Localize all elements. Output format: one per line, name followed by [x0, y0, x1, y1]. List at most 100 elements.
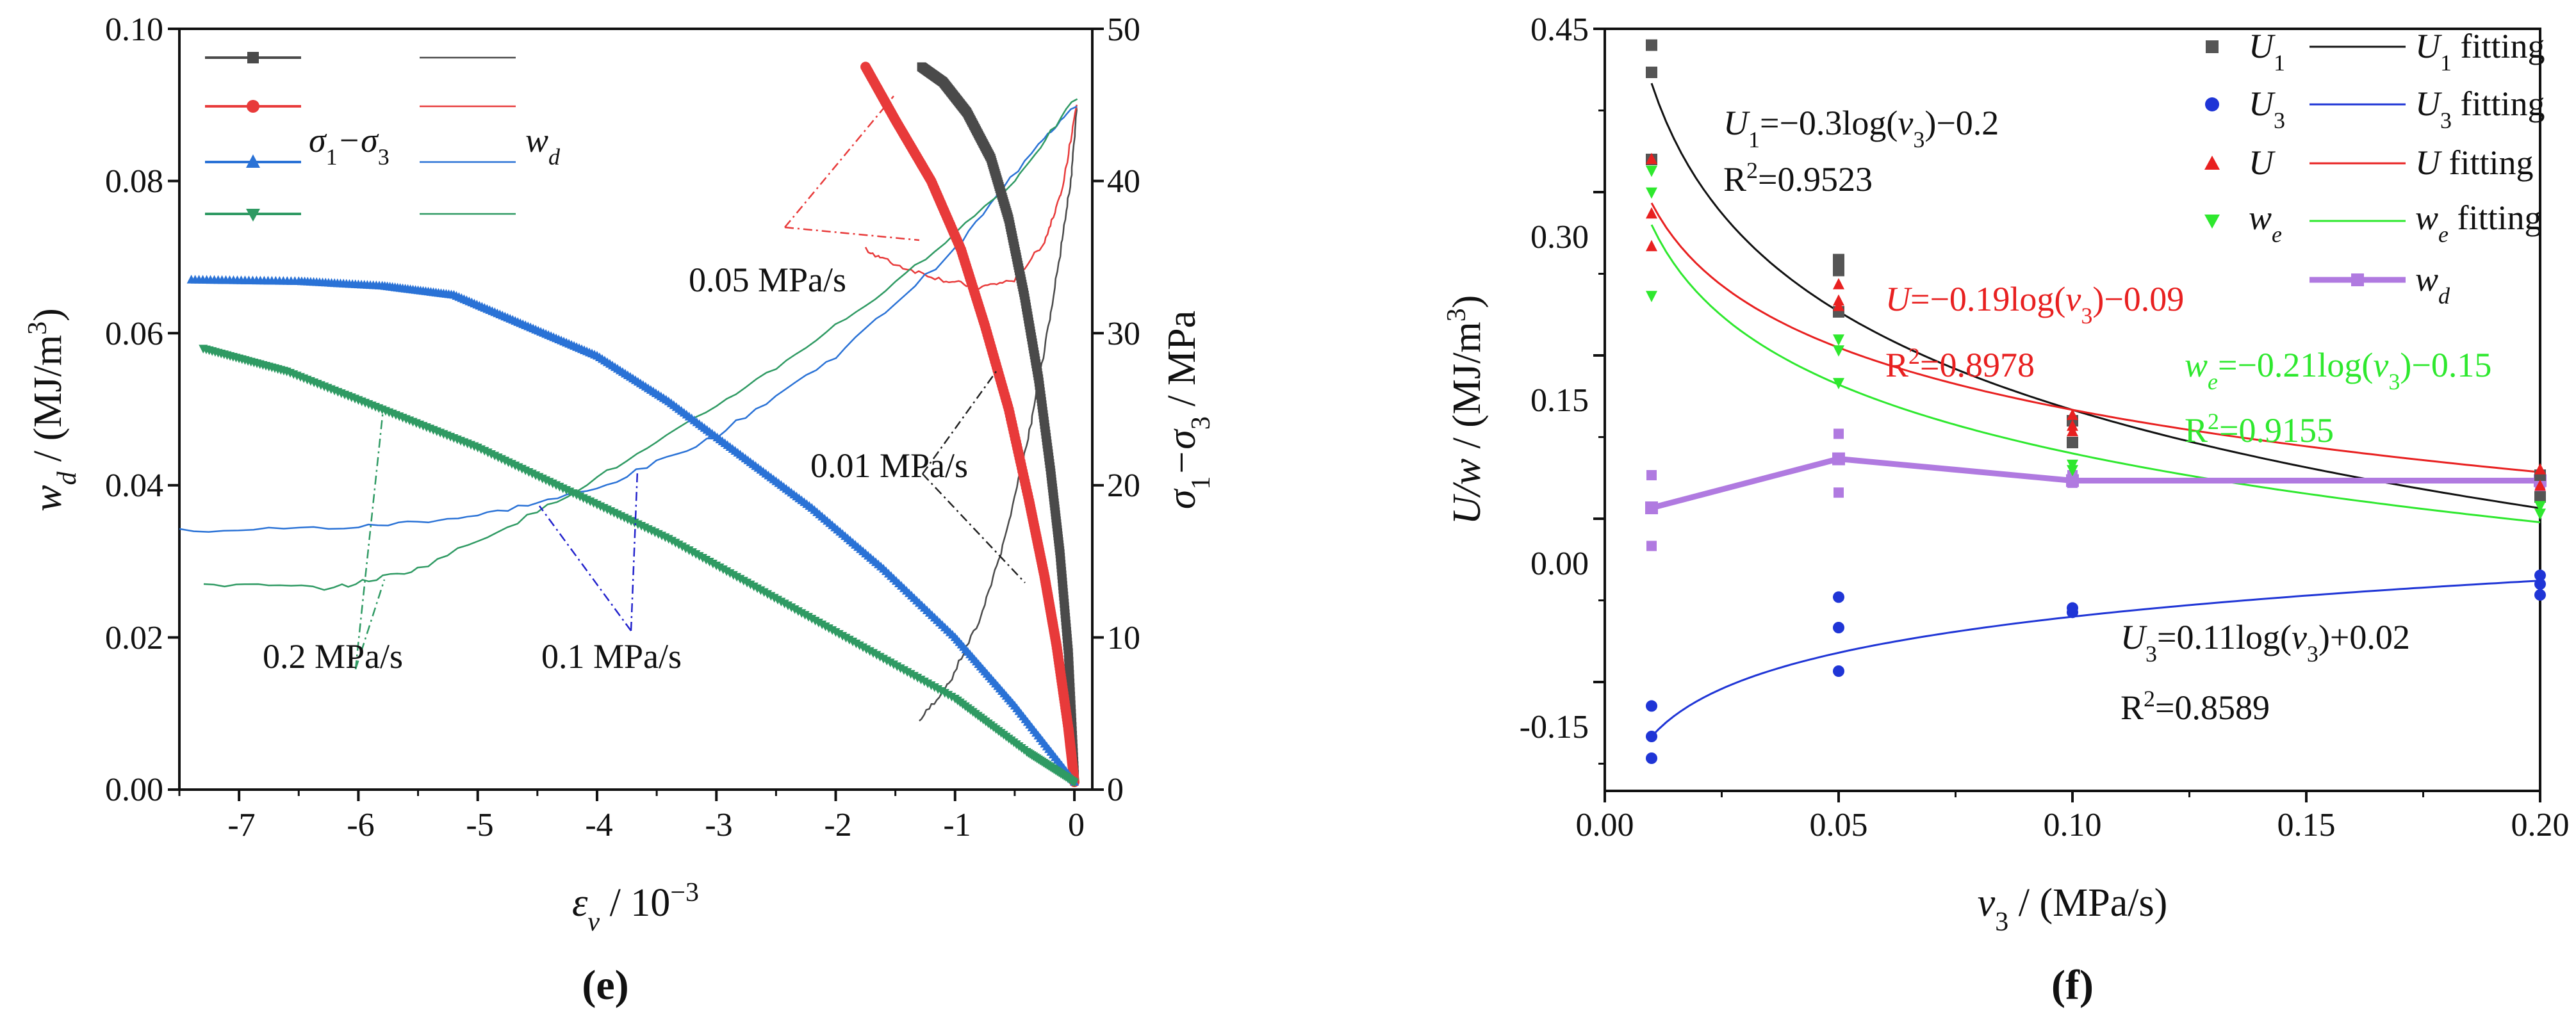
- point-we: [1833, 334, 1844, 346]
- y-tick-label: 0.15: [1530, 382, 1589, 419]
- legend-e-label-stress: σ1−σ3: [309, 121, 390, 170]
- point-we: [1646, 187, 1657, 199]
- legend-e-marker: [246, 154, 260, 168]
- x-tick-label: 0.10: [2044, 807, 2102, 843]
- equation-we: we=−0.21log(v3)−0.15: [2185, 346, 2491, 394]
- point-U: [1646, 152, 1657, 165]
- r2-U3: R2=0.8589: [2121, 686, 2270, 727]
- fit-curve-we: [1650, 224, 2541, 523]
- x-tick-label: 0: [1068, 807, 1085, 843]
- data-layer-f: [1645, 39, 2547, 764]
- x-tick-label: -4: [585, 807, 612, 843]
- legend-f-fit-U3: U3 fitting: [2415, 85, 2545, 133]
- annotation-0.05: 0.05 MPa/s: [689, 261, 846, 299]
- equation-U1: U1=−0.3log(v3)−0.2: [1723, 104, 1999, 152]
- point-U3: [2534, 569, 2546, 581]
- legend-f: U1 U1 fitting U3 U3 fitting U U fitting …: [2204, 27, 2545, 309]
- y-tick-label: -0.15: [1520, 709, 1589, 745]
- y-tick-label: 0.30: [1530, 219, 1589, 256]
- point-U1: [2067, 437, 2078, 448]
- point-we: [1833, 378, 1844, 389]
- wd-mean-point: [1645, 501, 1658, 514]
- wd-curve-0.05: [864, 104, 1078, 290]
- point-U: [2067, 409, 2078, 420]
- point-U: [1646, 207, 1657, 219]
- equation-U: U=−0.19log(v3)−0.09: [1885, 280, 2184, 329]
- r2-we: R2=0.9155: [2185, 409, 2334, 450]
- y-axis-title-f: U/w / (MJ/m3): [1442, 295, 1489, 525]
- point-we: [1646, 291, 1657, 302]
- point-U1: [1646, 67, 1657, 78]
- panel-label-f: (f): [2051, 962, 2094, 1009]
- legend-e: σ1−σ3 wd: [205, 52, 561, 222]
- wd-point: [1646, 470, 1657, 480]
- wd-point: [1834, 428, 1844, 439]
- legend-e-label-wd: wd: [525, 121, 561, 170]
- wd-point: [1834, 487, 1844, 498]
- plot-frame-e: [178, 28, 1094, 791]
- x-tick-label: -3: [705, 807, 732, 843]
- legend-f-marker-U3: [2205, 97, 2219, 111]
- point-U1: [1646, 39, 1657, 51]
- x-tick-label: -5: [466, 807, 493, 843]
- legend-f-marker-we: [2204, 215, 2220, 229]
- point-U3: [2067, 606, 2078, 619]
- point-U: [2534, 479, 2546, 491]
- stress-point-0.2: [1070, 778, 1079, 788]
- point-U1: [1833, 254, 1844, 266]
- y-tick-label: 0.00: [1530, 546, 1589, 582]
- legend-f-label-wd: wd: [2415, 260, 2450, 309]
- point-U3: [2534, 578, 2546, 590]
- x-tick-label: -7: [227, 807, 255, 843]
- y-right-tick-label: 10: [1107, 620, 1140, 656]
- y-left-tick-label: 0.04: [105, 467, 163, 504]
- point-U: [1833, 300, 1844, 311]
- point-U: [2067, 425, 2078, 437]
- point-U3: [1833, 622, 1844, 633]
- y-right-tick-label: 40: [1107, 163, 1140, 200]
- legend-f-marker-U: [2204, 156, 2220, 170]
- y-right-tick-label: 0: [1107, 772, 1124, 808]
- x-tick-label: -6: [347, 807, 374, 843]
- legend-f-fit-U1: U1 fitting: [2415, 27, 2545, 76]
- point-U3: [1646, 700, 1657, 712]
- y-left-tick-label: 0.02: [105, 620, 163, 656]
- y-right-axis-title-e: σ1−σ3 / MPa: [1160, 311, 1216, 509]
- annotation-leaders-e: [354, 95, 1026, 670]
- x-tick-label: 0.15: [2277, 807, 2336, 843]
- legend-e-marker: [247, 52, 259, 63]
- point-U1: [2534, 491, 2546, 503]
- x-axis-title-f: v3 / (MPa/s): [1978, 881, 2168, 937]
- y-right-tick-label: 30: [1107, 316, 1140, 352]
- y-left-tick-label: 0.00: [105, 772, 163, 808]
- point-U: [1646, 240, 1657, 252]
- y-left-axis-title-e: wd / (MJ/m3): [23, 308, 82, 512]
- legend-f-label-U3: U3: [2249, 85, 2285, 133]
- panel-e: -7 -6 -5 -4 -3 -2 -1 0 0.00 0.02 0.04 0.…: [23, 12, 1216, 1009]
- point-U1: [1833, 264, 1844, 277]
- legend-f-fit-we: we fitting: [2415, 199, 2542, 247]
- x-tick-label: 0.20: [2511, 807, 2570, 843]
- equation-U3: U3=0.11log(v3)+0.02: [2121, 618, 2410, 667]
- wd-point: [2067, 477, 2078, 488]
- y-left-tick-label: 0.06: [105, 316, 163, 352]
- legend-f-fit-U: U fitting: [2415, 143, 2534, 182]
- wd-curve-0.2: [203, 98, 1078, 591]
- point-U: [1833, 278, 1844, 289]
- point-U3: [1833, 665, 1844, 677]
- legend-f-label-we: we: [2249, 199, 2282, 247]
- fit-curve-U: [1650, 202, 2541, 473]
- x-tick-label: 0.00: [1576, 807, 1634, 843]
- y-left-tick-label: 0.08: [105, 163, 163, 200]
- annotation-0.2: 0.2 MPa/s: [263, 637, 403, 676]
- leader-0.01: [921, 371, 1026, 583]
- panel-f: 0.00 0.05 0.10 0.15 0.20 -0.15 0.00 0.15…: [1442, 12, 2570, 1009]
- point-U3: [2534, 589, 2546, 601]
- point-U: [2534, 463, 2546, 475]
- point-U3: [1833, 591, 1844, 603]
- point-we: [1646, 165, 1657, 177]
- fit-curve-U3: [1650, 580, 2541, 738]
- ticks-f: [1593, 28, 2541, 802]
- point-we: [2534, 508, 2546, 520]
